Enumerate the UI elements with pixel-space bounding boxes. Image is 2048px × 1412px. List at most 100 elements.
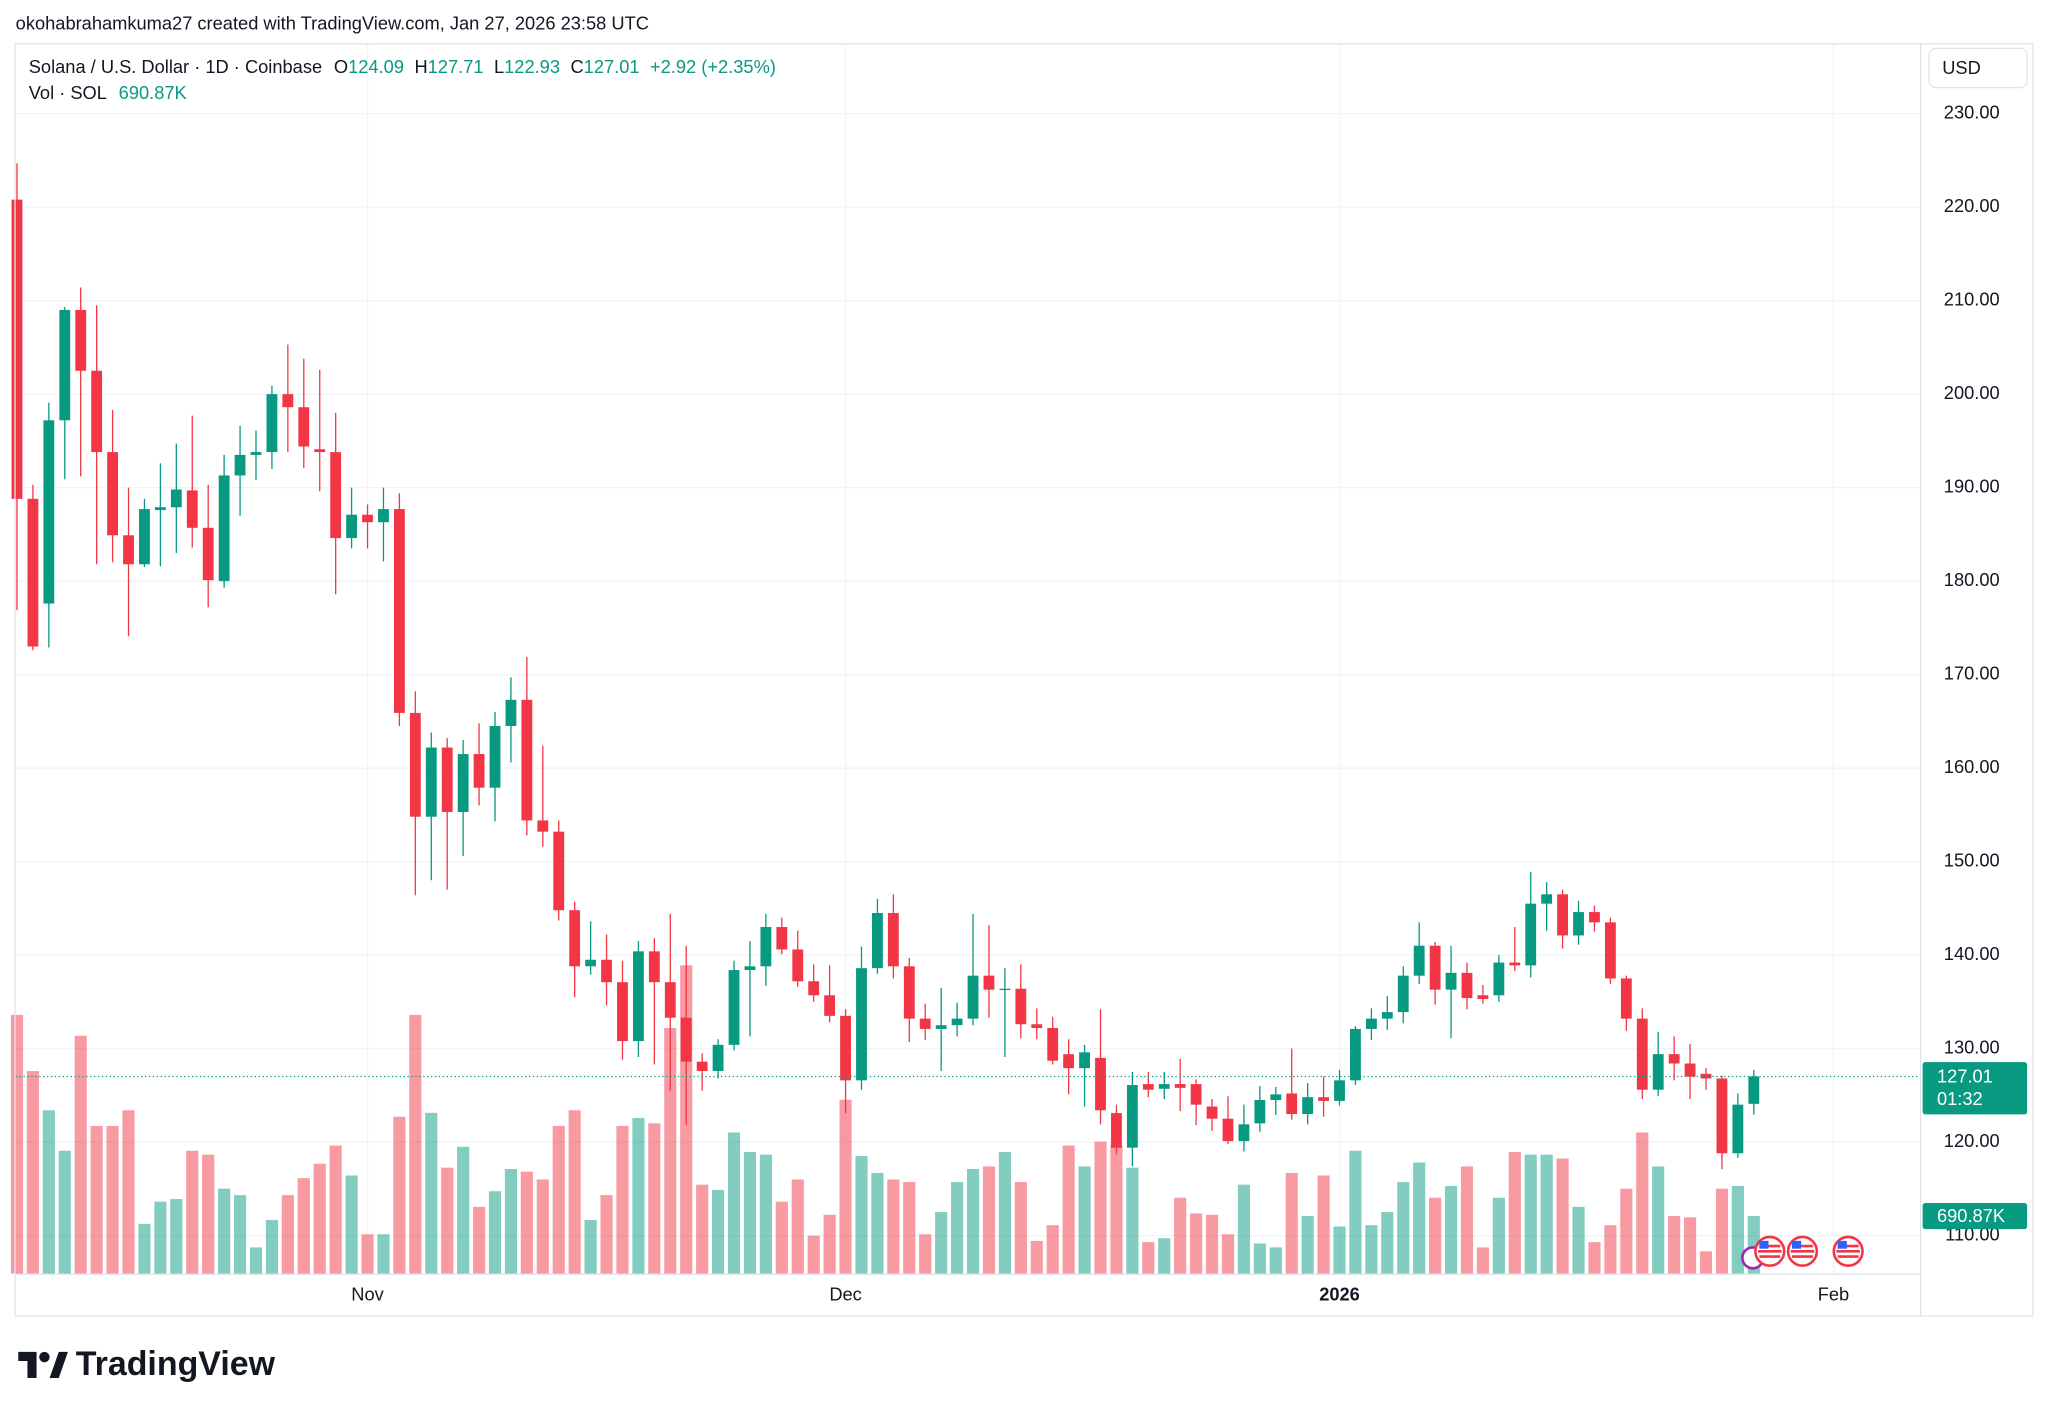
volume-bar [1062, 1145, 1075, 1274]
volume-bar [26, 1071, 39, 1274]
volume-bar [297, 1178, 310, 1274]
candle-body [1381, 1012, 1393, 1019]
candle-body [1429, 945, 1441, 990]
candle-body [330, 452, 342, 539]
candle-body [139, 509, 150, 565]
price-tag-value: 127.01 [1937, 1066, 1993, 1087]
volume-bar [632, 1118, 645, 1274]
candle-body [1302, 1097, 1314, 1115]
volume-tag-value: 690.87K [1937, 1205, 2005, 1226]
candle-body [457, 754, 469, 813]
candle-body [91, 370, 103, 453]
candle-body [808, 981, 820, 996]
candle-body [1190, 1084, 1202, 1105]
currency-box[interactable] [1928, 47, 2028, 89]
legend: Solana / U.S. Dollar · 1D · Coinbase O124… [29, 56, 776, 77]
candle-body [1493, 962, 1505, 996]
volume-bar [1301, 1216, 1314, 1274]
volume-bar [951, 1182, 964, 1274]
candle-body [43, 420, 55, 604]
volume-bar [1683, 1217, 1697, 1274]
candle-body [393, 509, 405, 713]
candle-body [1015, 988, 1027, 1025]
logo: TradingView [18, 1345, 276, 1383]
volume-bar [823, 1214, 836, 1274]
candle-body [1365, 1018, 1377, 1029]
candle-body [1318, 1097, 1330, 1101]
candle-body [170, 489, 182, 508]
volume-bar [202, 1154, 215, 1274]
candle-body [1573, 912, 1584, 936]
volume-bar [377, 1234, 390, 1274]
candle-body [425, 747, 437, 817]
candle-body [1509, 962, 1521, 966]
volume-bar [791, 1179, 804, 1274]
volume-bar [10, 1014, 24, 1274]
candle-body [489, 726, 501, 788]
candle-body [1652, 1054, 1664, 1090]
volume-bar [807, 1235, 820, 1274]
candle-body [202, 527, 214, 581]
candle-body [107, 452, 119, 536]
candle-body [1158, 1084, 1170, 1089]
legend-change: +2.92 (+2.35%) [650, 56, 776, 77]
volume-bar [345, 1175, 358, 1274]
chart-border [14, 43, 2034, 1317]
candle-body [1413, 945, 1425, 976]
volume-bar [1333, 1226, 1346, 1274]
volume-bar [473, 1206, 486, 1274]
candle-body [840, 1015, 851, 1081]
candle-body [27, 498, 39, 647]
volume-bar [1604, 1225, 1617, 1274]
y-tick-label: 170.00 [1944, 662, 2000, 683]
candle-body [1732, 1104, 1744, 1154]
volume-bar [441, 1167, 454, 1274]
volume-bar [233, 1195, 247, 1274]
candle-body [967, 975, 979, 1019]
candle-body [1477, 995, 1489, 1000]
candle-body [1748, 1076, 1760, 1104]
volume-legend-name: Vol · SOL [29, 82, 107, 103]
candle-body [1700, 1073, 1712, 1079]
candle-body [346, 514, 358, 539]
candle-body [1095, 1057, 1106, 1111]
candle-body [1270, 1094, 1282, 1100]
volume-bar [966, 1169, 980, 1274]
volume-bar [1572, 1206, 1585, 1274]
candle-body [1142, 1084, 1154, 1090]
volume-bar [743, 1152, 757, 1274]
candle-body [872, 913, 883, 969]
candle-body [951, 1018, 963, 1026]
volume-bar [42, 1110, 55, 1274]
currency[interactable]: USD [1942, 57, 1981, 78]
volume-bar [1715, 1188, 1729, 1274]
volume-bar [887, 1179, 900, 1274]
volume-bar [775, 1201, 788, 1274]
logo-mark [39, 1351, 50, 1363]
price-tag-countdown: 01:32 [1937, 1088, 1983, 1109]
candle-body [983, 975, 995, 990]
volume-bar [616, 1125, 629, 1274]
volume-bar [1014, 1182, 1027, 1274]
volume-bar [696, 1184, 709, 1274]
volume-bar [1253, 1243, 1266, 1274]
flag-canton [1792, 1240, 1802, 1249]
volume-bar [1540, 1154, 1553, 1274]
volume-bar [759, 1154, 772, 1274]
candle-body [1286, 1093, 1298, 1115]
candle-body [218, 475, 230, 582]
legend-value: 124.09 [348, 56, 404, 77]
volume-bar [504, 1169, 518, 1274]
y-tick-label: 150.00 [1944, 849, 2000, 870]
volume-bar [1731, 1185, 1744, 1274]
candle-body [505, 699, 517, 727]
candle-body [760, 927, 772, 967]
volume-bar [903, 1182, 916, 1274]
candle-body [1604, 922, 1616, 979]
x-tick-label: Nov [351, 1284, 384, 1305]
y-tick-label: 180.00 [1944, 569, 2000, 590]
volume-bar [919, 1234, 932, 1274]
volume-bar [1636, 1132, 1649, 1274]
volume-bar [1205, 1214, 1219, 1274]
candle-body [569, 910, 581, 967]
